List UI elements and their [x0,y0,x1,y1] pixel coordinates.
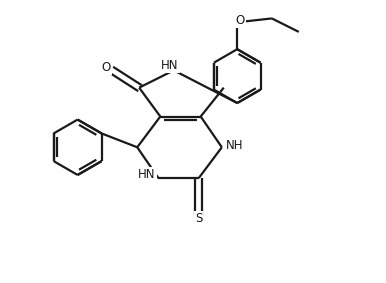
Text: HN: HN [138,168,156,181]
Text: NH: NH [225,139,243,152]
Text: O: O [102,61,111,74]
Text: HN: HN [161,59,179,72]
Text: S: S [195,212,202,225]
Text: O: O [236,14,245,27]
